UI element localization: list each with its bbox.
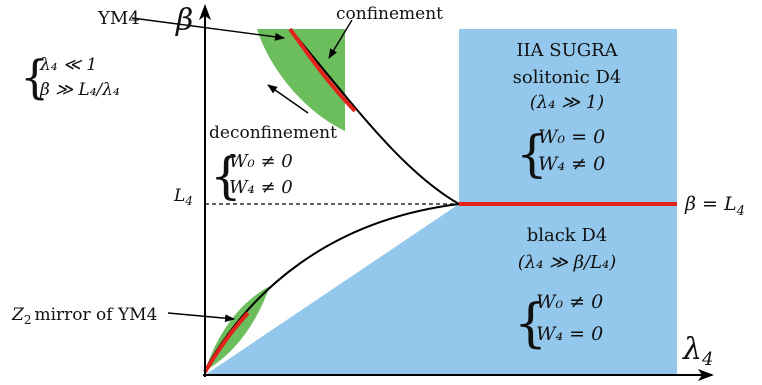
deconfinement-arrow [267, 84, 309, 114]
ym4-label: YM4 [97, 8, 140, 29]
sugra-brace: { [516, 125, 548, 183]
x-axis-label: λ4 [682, 332, 713, 370]
ym4-red-curve [288, 27, 357, 113]
sugra-subtitle: solitonic D4 [513, 67, 622, 88]
black-d4-title: black D4 [527, 225, 608, 246]
sugra-title: IIA SUGRA [516, 40, 618, 61]
upper-boundary-curve [289, 28, 460, 205]
deconfinement-condition-1: W₀ ≠ 0 [229, 151, 293, 172]
confinement-label: confinement [336, 4, 443, 24]
y-axis-label: β [175, 3, 193, 38]
ym4-brace: { [20, 50, 49, 104]
mirror-label: Z2 mirror of YM4 [11, 305, 157, 327]
ym4-arrow [131, 17, 285, 41]
beta-equals-l4-label: β = L4 [684, 193, 745, 219]
deconfinement-brace: { [210, 147, 242, 205]
deconfinement-condition-2: W₄ ≠ 0 [229, 177, 293, 198]
sugra-region [459, 29, 677, 204]
confinement-region [257, 29, 345, 131]
sugra-condition-1: W₀ = 0 [538, 126, 605, 148]
sugra-condition-2: W₄ ≠ 0 [538, 153, 605, 175]
sugra-condition: (λ₄ ≫ 1) [530, 92, 604, 113]
ym4-condition-1: λ₄ ≪ 1 [39, 55, 97, 75]
black-d4-condition-1: W₀ ≠ 0 [536, 291, 603, 313]
black-d4-brace: { [514, 294, 547, 354]
ym4-condition-2: β ≫ L₄/λ₄ [39, 80, 120, 100]
confinement-arrow [328, 19, 353, 59]
l4-axis-label: L4 [173, 186, 193, 208]
black-d4-condition-2: W₄ = 0 [536, 323, 603, 345]
mirror-red-curve [203, 311, 250, 374]
deconfinement-label: deconfinement [209, 123, 337, 143]
mirror-arrow [167, 312, 235, 323]
black-d4-region [205, 204, 677, 375]
black-d4-condition: (λ₄ ≫ β/L₄) [518, 252, 617, 273]
